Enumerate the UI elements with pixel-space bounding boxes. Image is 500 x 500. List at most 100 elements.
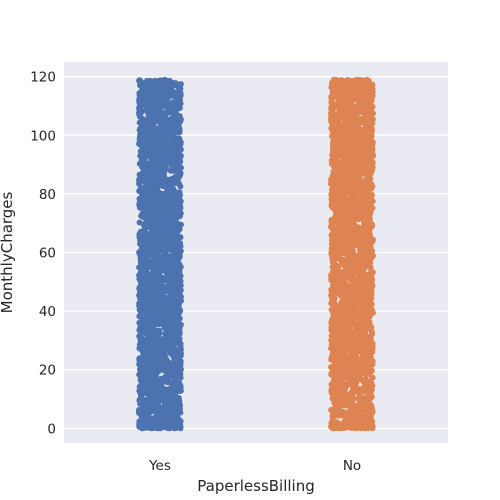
data-point bbox=[172, 236, 179, 243]
data-point bbox=[163, 116, 170, 123]
data-point bbox=[340, 408, 346, 415]
data-point bbox=[145, 282, 152, 289]
data-point bbox=[369, 158, 376, 165]
data-point bbox=[368, 114, 374, 121]
data-point bbox=[162, 150, 169, 157]
data-point bbox=[138, 304, 145, 311]
data-point bbox=[366, 142, 373, 148]
data-point bbox=[137, 89, 144, 96]
data-point bbox=[152, 372, 159, 379]
data-point bbox=[328, 327, 335, 334]
data-point bbox=[175, 149, 182, 156]
data-point bbox=[160, 201, 167, 208]
data-point bbox=[146, 152, 153, 159]
data-point bbox=[369, 347, 376, 354]
data-point bbox=[177, 352, 184, 359]
data-point bbox=[328, 105, 335, 112]
data-point bbox=[334, 196, 341, 203]
data-point bbox=[177, 240, 184, 247]
data-point bbox=[163, 196, 170, 203]
data-point bbox=[145, 354, 152, 361]
data-point bbox=[147, 239, 154, 245]
data-point bbox=[143, 263, 150, 270]
data-point bbox=[137, 78, 144, 85]
data-point bbox=[148, 421, 155, 428]
data-point bbox=[177, 307, 183, 314]
data-point bbox=[151, 77, 158, 84]
data-point bbox=[136, 356, 143, 363]
data-point bbox=[156, 328, 163, 335]
data-point bbox=[142, 102, 149, 109]
data-point bbox=[155, 116, 162, 123]
data-point bbox=[329, 82, 335, 89]
data-point bbox=[173, 155, 180, 162]
data-point bbox=[173, 397, 180, 404]
data-point bbox=[144, 108, 151, 115]
data-point bbox=[152, 129, 159, 135]
data-point bbox=[352, 160, 359, 167]
data-point bbox=[356, 386, 363, 393]
data-point bbox=[136, 327, 143, 334]
data-point bbox=[140, 421, 147, 428]
data-point bbox=[162, 343, 168, 350]
data-point bbox=[147, 318, 154, 325]
data-point bbox=[162, 376, 169, 383]
data-point bbox=[352, 408, 359, 415]
data-point bbox=[175, 368, 182, 375]
data-point bbox=[136, 110, 142, 117]
data-point bbox=[138, 255, 145, 262]
data-point bbox=[166, 346, 173, 353]
data-point bbox=[171, 107, 178, 114]
data-point bbox=[349, 268, 356, 275]
series-no bbox=[328, 76, 376, 432]
data-point bbox=[153, 270, 160, 277]
data-point bbox=[166, 236, 173, 243]
data-point bbox=[339, 318, 346, 325]
data-point bbox=[354, 343, 360, 350]
data-point bbox=[144, 247, 151, 254]
data-point bbox=[144, 213, 151, 220]
data-point bbox=[142, 82, 149, 89]
data-point bbox=[330, 304, 337, 311]
data-point bbox=[139, 300, 146, 306]
data-point bbox=[168, 212, 175, 219]
data-point bbox=[350, 355, 357, 361]
data-point bbox=[148, 144, 155, 150]
data-point bbox=[369, 205, 376, 211]
data-point bbox=[368, 97, 375, 104]
data-point bbox=[168, 318, 175, 325]
data-point bbox=[161, 143, 168, 150]
data-point bbox=[159, 121, 166, 128]
data-point bbox=[142, 344, 149, 350]
data-point bbox=[174, 211, 181, 218]
data-point bbox=[146, 273, 153, 280]
data-point bbox=[170, 126, 177, 133]
data-point bbox=[155, 195, 161, 202]
data-point bbox=[366, 313, 373, 320]
data-point bbox=[352, 264, 359, 271]
data-point bbox=[154, 137, 161, 144]
data-point bbox=[368, 328, 375, 335]
data-point bbox=[176, 254, 183, 260]
data-point bbox=[367, 368, 374, 375]
data-point bbox=[164, 386, 171, 393]
data-point bbox=[346, 137, 353, 144]
data-point bbox=[145, 382, 152, 388]
data-point bbox=[146, 165, 153, 172]
data-point bbox=[170, 359, 177, 366]
data-point bbox=[157, 417, 164, 424]
data-point bbox=[176, 380, 183, 387]
data-point bbox=[165, 414, 171, 420]
data-point bbox=[161, 169, 167, 176]
data-point bbox=[328, 381, 335, 388]
data-point bbox=[331, 190, 338, 197]
data-point bbox=[142, 325, 149, 332]
data-point bbox=[172, 175, 179, 182]
data-point bbox=[158, 355, 165, 361]
data-point bbox=[169, 302, 176, 308]
data-point bbox=[172, 221, 179, 228]
data-point bbox=[164, 225, 170, 232]
data-point bbox=[176, 328, 183, 335]
data-point bbox=[156, 245, 163, 252]
data-point bbox=[141, 149, 148, 156]
